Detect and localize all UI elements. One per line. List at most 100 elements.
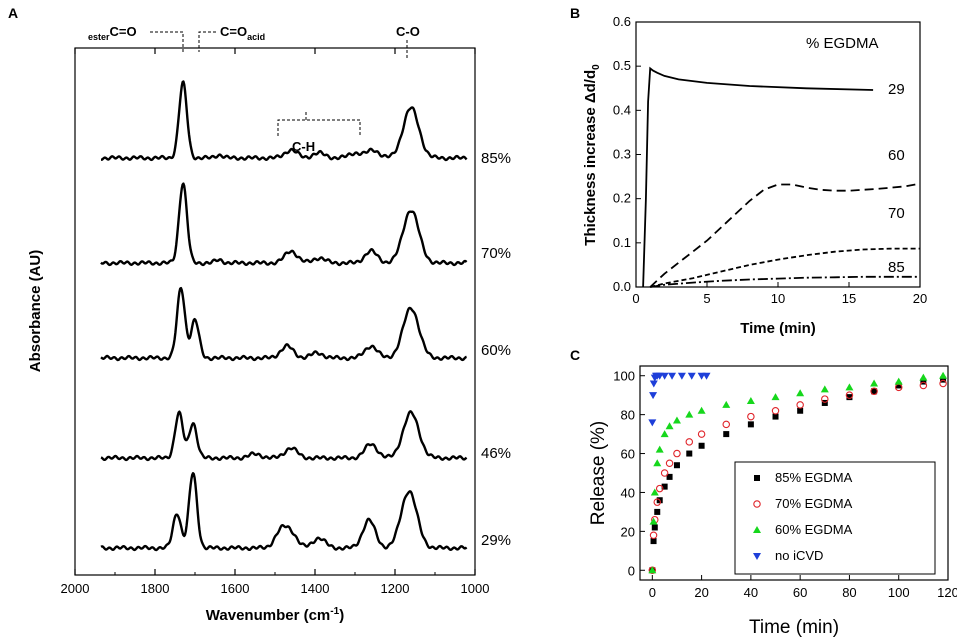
release-point — [660, 372, 669, 380]
panel-b-letter: B — [570, 5, 580, 21]
release-point — [673, 449, 681, 458]
panel-a-x-tick-label: 2000 — [61, 581, 90, 596]
release-point — [919, 373, 928, 381]
release-point — [722, 400, 731, 408]
release-point — [677, 372, 686, 380]
panel-c-x-tick-label: 120 — [937, 585, 957, 600]
panel-b-series-label: 70 — [888, 205, 905, 222]
panel-b-y-tick-label: 0.3 — [613, 147, 631, 162]
release-point — [697, 430, 706, 438]
panel-c-y-tick-label: 40 — [621, 485, 635, 500]
release-point — [895, 382, 902, 389]
panel-a-letter: A — [8, 5, 18, 21]
release-point — [939, 379, 947, 388]
thickness-curve — [642, 66, 874, 288]
release-point — [649, 531, 658, 540]
legend-marker — [754, 475, 760, 481]
release-point — [687, 372, 696, 380]
release-point — [821, 395, 829, 403]
release-point — [685, 438, 694, 446]
release-point — [772, 413, 779, 420]
release-point — [686, 450, 693, 457]
panel-a-peak-markers — [150, 31, 408, 136]
release-point — [771, 406, 780, 415]
spectrum-line — [100, 182, 468, 267]
release-point — [796, 401, 804, 409]
panel-c-x-title: Time (min) — [749, 617, 839, 638]
panel-b-series-labels: 29 60 70 85 — [888, 81, 905, 276]
panel-b-x-tick-label: 10 — [771, 291, 785, 306]
release-point — [920, 378, 927, 385]
spectrum-label: 70% — [481, 245, 511, 262]
release-point — [653, 498, 661, 506]
panel-c-frame — [639, 365, 949, 581]
release-point — [685, 410, 694, 418]
release-point — [668, 372, 677, 380]
release-point — [845, 391, 854, 399]
panel-c-x-tick-label: 80 — [842, 585, 856, 600]
panel-b-y-tick-label: 0.4 — [613, 102, 631, 117]
peak-label-ester: esterC=O — [88, 24, 137, 42]
release-point — [673, 462, 680, 469]
release-point — [870, 379, 879, 387]
release-point — [939, 371, 948, 379]
release-point — [650, 538, 657, 545]
panel-c-axes: 0 20 40 60 80 100 120 0 20 40 60 80 100 — [613, 369, 957, 600]
release-point — [697, 406, 706, 414]
panel-a-x-axis: 2000 1800 1600 1400 1200 1000 — [61, 48, 489, 596]
panel-c-points — [648, 371, 948, 575]
release-point — [723, 431, 730, 438]
release-point — [653, 459, 662, 467]
release-point — [919, 381, 928, 390]
thickness-curve — [649, 247, 920, 288]
panel-b-series-label: 85 — [888, 259, 905, 276]
release-point — [672, 416, 681, 424]
panel-b-y-tick-label: 0.6 — [613, 14, 631, 29]
release-point — [660, 430, 669, 438]
release-point — [650, 488, 659, 496]
panel-c-y-title: Release (%) — [588, 421, 609, 526]
release-point — [846, 394, 853, 401]
panel-b: B 0 5 10 15 200.00.10.20.30.40.50.6 % EGDMA … — [570, 5, 927, 337]
release-point — [797, 407, 804, 414]
panel-b-legend-title: % EGDMA — [806, 35, 879, 52]
spectrum-line — [100, 410, 468, 462]
peak-marker-line — [198, 31, 216, 52]
release-point — [654, 508, 661, 515]
panel-b-x-tick-label: 15 — [842, 291, 856, 306]
release-point — [771, 393, 780, 401]
panel-a: A 2000 1800 1600 1400 1200 1000 85%70%60%46%2… — [8, 5, 511, 624]
release-point — [655, 484, 664, 493]
panel-a-y-title: Absorbance (AU) — [27, 250, 44, 373]
spectrum-label: 85% — [481, 150, 511, 167]
release-point — [648, 566, 657, 574]
release-point — [661, 483, 668, 490]
legend-label: 60% EGDMA — [775, 522, 853, 537]
peak-marker-line — [277, 119, 361, 136]
panel-a-frame — [74, 47, 476, 576]
panel-b-y-title: Thickness increase Δd/d0 — [582, 64, 602, 246]
panel-b-x-tick-label: 0 — [632, 291, 639, 306]
panel-c-x-tick-label: 100 — [888, 585, 910, 600]
peak-label-co: C-O — [396, 24, 420, 39]
panel-a-series-labels: 85% 70% 60% 46% 29% — [481, 150, 511, 549]
panel-a-x-tick-label: 1800 — [141, 581, 170, 596]
release-point — [746, 397, 755, 405]
thickness-curve — [649, 182, 921, 288]
release-point — [649, 380, 658, 388]
panel-a-x-title: Wavenumber (cm-1) — [206, 606, 344, 624]
panel-c-x-tick-label: 0 — [649, 585, 656, 600]
panel-c-y-tick-label: 0 — [628, 563, 635, 578]
legend-marker — [753, 553, 761, 560]
panel-b-curves — [642, 66, 921, 288]
spectrum-line — [100, 80, 468, 162]
panel-b-frame — [635, 21, 921, 288]
panel-c: C 0 20 40 60 80 100 120 0 20 40 60 80 100 85% EGDMA 7… — [570, 347, 957, 638]
panel-a-x-tick-label: 1400 — [301, 581, 330, 596]
release-point — [665, 459, 674, 468]
spectrum-line — [100, 472, 468, 552]
release-point — [655, 445, 664, 453]
legend-label: 85% EGDMA — [775, 470, 853, 485]
panel-b-series-label: 60 — [888, 147, 905, 164]
panel-c-letter: C — [570, 347, 580, 363]
